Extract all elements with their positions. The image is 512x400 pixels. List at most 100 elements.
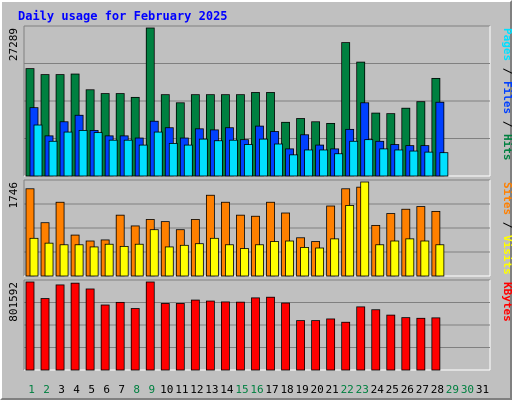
bar-visits-day-20 bbox=[315, 247, 325, 277]
side-label-part: Hits bbox=[501, 134, 512, 161]
bar-visits-day-19 bbox=[300, 247, 309, 277]
bar-kbytes-day-3 bbox=[55, 284, 65, 371]
day-label-5: 5 bbox=[88, 383, 95, 396]
bar-pages-day-9 bbox=[153, 131, 163, 177]
panel-max-label: 801592 bbox=[7, 282, 20, 322]
bar-pages-day-15 bbox=[244, 144, 253, 177]
side-label-part: Sites bbox=[501, 182, 512, 215]
bar-visits-day-14 bbox=[225, 244, 234, 277]
bar-visits-day-10 bbox=[164, 246, 174, 277]
bar-kbytes-day-15 bbox=[236, 301, 245, 371]
day-label-19: 19 bbox=[295, 383, 308, 396]
day-label-12: 12 bbox=[190, 383, 203, 396]
bar-visits-day-16 bbox=[255, 244, 264, 277]
bar-kbytes-day-4 bbox=[70, 282, 80, 371]
bar-kbytes-day-26 bbox=[401, 317, 411, 371]
bar-visits-day-28 bbox=[435, 244, 445, 277]
bar-pages-day-11 bbox=[183, 144, 193, 177]
bar-pages-day-6 bbox=[108, 139, 118, 177]
bar-visits-day-2 bbox=[44, 242, 54, 277]
bar-visits-day-18 bbox=[285, 240, 294, 277]
bar-visits-day-5 bbox=[89, 246, 99, 277]
day-label-9: 9 bbox=[148, 383, 155, 396]
panel-side-label: KBytes bbox=[501, 282, 512, 322]
bar-visits-day-15 bbox=[240, 248, 249, 277]
day-label-16: 16 bbox=[250, 383, 263, 396]
day-label-25: 25 bbox=[386, 383, 399, 396]
bar-visits-day-8 bbox=[134, 243, 144, 277]
bar-visits-day-22 bbox=[345, 205, 355, 277]
day-label-2: 2 bbox=[43, 383, 50, 396]
panel-max-label: 27289 bbox=[7, 28, 20, 61]
day-label-27: 27 bbox=[416, 383, 429, 396]
bar-pages-day-26 bbox=[409, 150, 419, 177]
bar-visits-day-1 bbox=[29, 237, 39, 277]
bar-kbytes-day-9 bbox=[145, 281, 155, 371]
bar-visits-day-7 bbox=[119, 245, 129, 277]
side-label-part: / bbox=[501, 215, 512, 235]
bar-visits-day-27 bbox=[420, 240, 430, 277]
bar-kbytes-day-2 bbox=[40, 298, 50, 371]
day-label-15: 15 bbox=[235, 383, 248, 396]
side-label-part: / bbox=[501, 61, 512, 81]
bar-kbytes-day-13 bbox=[205, 300, 215, 371]
panel-side-label: Pages / Files / Hits bbox=[501, 28, 512, 161]
bar-pages-day-20 bbox=[319, 149, 329, 177]
day-label-17: 17 bbox=[265, 383, 278, 396]
bar-pages-day-3 bbox=[63, 131, 73, 177]
panel-2: 1746 Sites / Visits bbox=[7, 179, 512, 277]
bar-pages-day-12 bbox=[198, 138, 208, 177]
bar-pages-day-1 bbox=[33, 124, 43, 177]
day-label-3: 3 bbox=[58, 383, 65, 396]
side-label-part: / bbox=[501, 114, 512, 134]
day-label-8: 8 bbox=[133, 383, 140, 396]
bar-kbytes-day-22 bbox=[341, 321, 351, 371]
bar-kbytes-day-21 bbox=[326, 318, 336, 371]
bar-pages-day-19 bbox=[304, 149, 313, 177]
day-label-14: 14 bbox=[220, 383, 234, 396]
bar-kbytes-day-24 bbox=[371, 309, 381, 371]
side-label-part: Files bbox=[501, 81, 512, 114]
day-label-13: 13 bbox=[205, 383, 218, 396]
bar-kbytes-day-5 bbox=[85, 288, 95, 371]
bar-visits-day-23 bbox=[360, 181, 370, 277]
day-label-21: 21 bbox=[326, 383, 339, 396]
bar-kbytes-day-19 bbox=[296, 320, 305, 371]
bar-kbytes-day-20 bbox=[311, 320, 321, 371]
bar-visits-day-4 bbox=[74, 244, 84, 277]
bar-kbytes-day-11 bbox=[175, 303, 185, 371]
bar-kbytes-day-14 bbox=[221, 301, 230, 371]
bar-kbytes-day-6 bbox=[100, 304, 110, 371]
bar-kbytes-day-23 bbox=[356, 306, 366, 371]
bar-pages-day-25 bbox=[394, 149, 404, 177]
bar-pages-day-2 bbox=[48, 140, 58, 177]
bar-visits-day-12 bbox=[194, 243, 204, 277]
bar-pages-day-14 bbox=[229, 139, 238, 177]
bar-pages-day-18 bbox=[289, 154, 298, 177]
day-label-30: 30 bbox=[461, 383, 474, 396]
bar-kbytes-day-25 bbox=[386, 314, 396, 371]
bar-kbytes-day-16 bbox=[251, 297, 260, 371]
side-label-part: Visits bbox=[501, 235, 512, 275]
day-label-23: 23 bbox=[356, 383, 369, 396]
day-label-4: 4 bbox=[73, 383, 80, 396]
bar-kbytes-day-18 bbox=[281, 302, 290, 371]
day-label-26: 26 bbox=[401, 383, 414, 396]
bar-visits-day-9 bbox=[149, 229, 159, 277]
bar-kbytes-day-12 bbox=[190, 299, 200, 371]
panel-3: 801592 KBytes bbox=[7, 279, 512, 371]
chart-title: Daily usage for February 2025 bbox=[18, 9, 228, 23]
bar-pages-day-17 bbox=[274, 143, 283, 177]
bar-visits-day-21 bbox=[330, 238, 340, 277]
panel-side-label: Sites / Visits bbox=[501, 182, 512, 275]
day-label-18: 18 bbox=[280, 383, 293, 396]
day-label-7: 7 bbox=[118, 383, 125, 396]
day-label-28: 28 bbox=[431, 383, 444, 396]
bar-pages-day-21 bbox=[334, 153, 344, 177]
bar-kbytes-day-1 bbox=[25, 281, 35, 371]
bar-visits-day-6 bbox=[104, 243, 114, 277]
bar-visits-day-26 bbox=[405, 238, 415, 277]
bar-kbytes-day-10 bbox=[160, 303, 170, 371]
day-label-29: 29 bbox=[446, 383, 459, 396]
